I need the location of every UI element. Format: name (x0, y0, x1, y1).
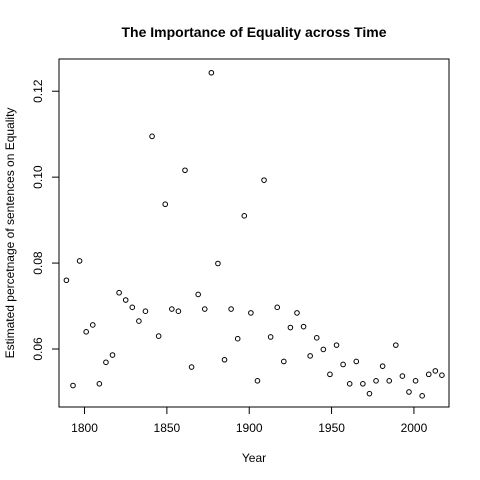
data-point-22 (208, 69, 215, 76)
chart-title: The Importance of Equality across Time (121, 24, 386, 40)
data-point-33 (281, 358, 287, 365)
data-point-7 (109, 352, 116, 358)
x-tick-label-2: 1900 (236, 421, 263, 435)
data-point-55 (425, 371, 432, 378)
data-point-57 (439, 372, 445, 379)
data-point-1 (70, 382, 76, 389)
y-tick-label-1: 0.08 (31, 251, 45, 275)
data-point-6 (103, 359, 109, 366)
plot-area (58, 58, 450, 408)
data-point-12 (142, 308, 149, 314)
data-point-19 (188, 364, 195, 370)
data-point-53 (412, 377, 419, 384)
x-tick-label-3: 1950 (318, 421, 345, 435)
data-point-29 (254, 377, 261, 384)
data-point-0 (63, 277, 70, 284)
data-point-21 (201, 306, 208, 312)
data-point-48 (379, 363, 386, 369)
data-point-2 (76, 258, 83, 264)
data-point-25 (228, 306, 234, 312)
data-point-41 (333, 342, 340, 348)
y-axis-label: Estimated percetnage of sentences on Equ… (3, 108, 17, 359)
data-point-37 (307, 353, 313, 359)
x-axis: 1800 1850 1900 1950 2000 (71, 406, 428, 435)
data-point-44 (353, 358, 360, 365)
data-point-16 (169, 306, 175, 312)
data-point-18 (182, 167, 188, 174)
data-point-26 (234, 335, 241, 342)
data-point-42 (340, 361, 346, 368)
data-point-52 (406, 389, 412, 395)
x-tick-label-4: 2000 (401, 421, 428, 435)
data-point-46 (366, 390, 373, 397)
data-point-40 (327, 371, 333, 378)
data-point-43 (346, 381, 353, 387)
data-point-5 (96, 381, 103, 387)
data-point-36 (300, 323, 307, 330)
data-point-14 (155, 333, 162, 339)
data-points (63, 69, 445, 399)
data-point-9 (122, 297, 129, 303)
data-point-38 (313, 335, 320, 341)
data-point-23 (215, 260, 221, 267)
data-point-31 (267, 334, 274, 340)
data-point-49 (386, 377, 393, 384)
data-point-45 (360, 381, 366, 387)
data-point-15 (162, 201, 169, 208)
data-point-56 (432, 368, 439, 374)
x-tick-label-0: 1800 (71, 421, 98, 435)
data-point-47 (373, 377, 379, 384)
data-point-24 (221, 356, 228, 363)
data-point-30 (261, 177, 267, 183)
data-point-34 (287, 324, 294, 331)
y-axis: 0.06 0.08 0.10 0.12 (31, 79, 60, 361)
data-point-3 (83, 329, 89, 335)
data-point-20 (195, 291, 201, 298)
x-tick-label-1: 1850 (154, 421, 181, 435)
x-axis-label: Year (242, 451, 266, 465)
data-point-11 (136, 318, 142, 324)
y-tick-label-3: 0.12 (31, 79, 45, 103)
data-point-4 (89, 322, 96, 328)
data-point-17 (175, 308, 182, 314)
y-tick-label-0: 0.06 (31, 337, 45, 361)
data-point-51 (399, 373, 406, 379)
data-point-27 (241, 213, 248, 219)
data-point-13 (149, 133, 155, 140)
y-tick-label-2: 0.10 (31, 165, 45, 189)
data-point-28 (248, 310, 254, 316)
data-point-35 (294, 310, 300, 316)
data-point-8 (116, 289, 122, 296)
data-point-32 (274, 304, 281, 311)
data-point-10 (129, 304, 136, 311)
data-point-39 (320, 346, 327, 353)
data-point-50 (393, 342, 399, 348)
data-point-54 (419, 393, 425, 399)
